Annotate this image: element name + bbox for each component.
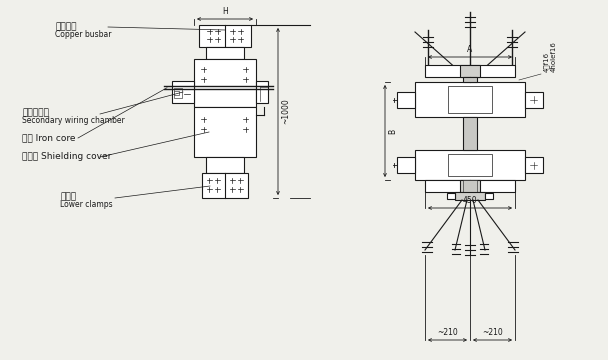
Text: Copper busbar: Copper busbar	[55, 30, 111, 39]
Bar	[463, 117, 477, 150]
Text: H: H	[222, 7, 228, 16]
Bar	[194, 107, 256, 157]
Bar	[448, 154, 492, 176]
Text: 铜母线组: 铜母线组	[55, 22, 77, 31]
Bar	[525, 157, 543, 173]
Text: B: B	[388, 129, 397, 134]
Text: 4孔f16: 4孔f16	[543, 52, 550, 72]
Bar	[425, 65, 515, 77]
Bar	[415, 150, 525, 180]
Bar	[455, 192, 485, 200]
Bar	[415, 82, 525, 117]
Bar	[447, 193, 455, 199]
Text: 屏蔽罩 Shielding cover: 屏蔽罩 Shielding cover	[22, 152, 111, 161]
Text: ~210: ~210	[437, 328, 458, 337]
Bar	[463, 77, 477, 82]
Bar	[206, 157, 244, 173]
Bar	[460, 65, 480, 77]
Bar	[485, 193, 493, 199]
Bar	[256, 81, 268, 103]
Text: Lower clamps: Lower clamps	[60, 200, 112, 209]
Text: 铁心 Iron core: 铁心 Iron core	[22, 133, 75, 142]
Bar	[199, 25, 251, 47]
Bar	[525, 91, 543, 108]
Bar	[448, 86, 492, 113]
Text: 下夹件: 下夹件	[60, 192, 76, 201]
Bar	[425, 180, 515, 192]
Text: ~210: ~210	[482, 328, 503, 337]
Text: 二次接线室: 二次接线室	[22, 108, 49, 117]
Bar	[397, 157, 415, 173]
Bar	[172, 81, 194, 103]
Text: A: A	[468, 45, 472, 54]
Text: 450: 450	[463, 196, 477, 205]
Text: ~1000: ~1000	[281, 99, 290, 124]
Bar	[206, 47, 244, 59]
Bar	[463, 180, 477, 192]
Bar	[174, 91, 179, 95]
Bar	[194, 59, 256, 107]
Bar	[174, 88, 182, 98]
Text: 4holef16: 4holef16	[551, 41, 557, 72]
Bar	[202, 173, 248, 198]
Text: Secondary wiring chamber: Secondary wiring chamber	[22, 116, 125, 125]
Bar	[397, 91, 415, 108]
Bar	[460, 180, 480, 192]
